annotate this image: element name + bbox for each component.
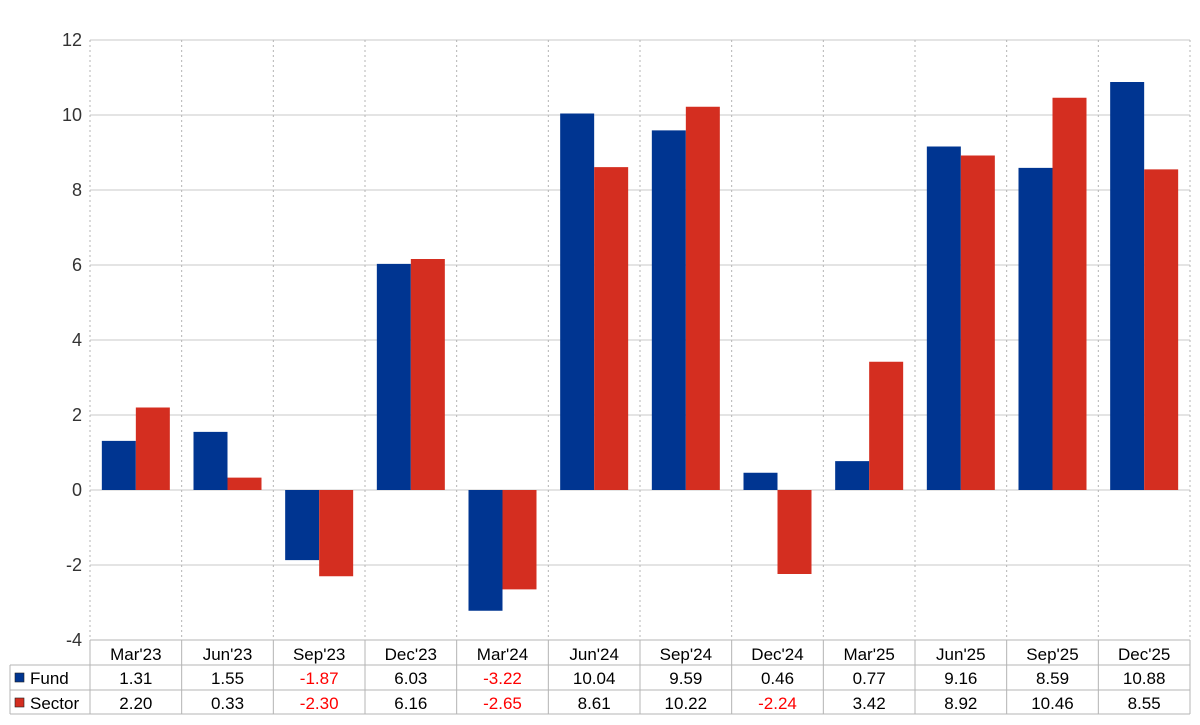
data-label: 9.59 — [669, 669, 702, 688]
x-tick-label: Mar'23 — [110, 645, 161, 664]
bar-sector — [685, 106, 720, 490]
bar-sector — [594, 167, 629, 490]
data-label: 1.55 — [211, 669, 244, 688]
bar-fund — [1110, 82, 1145, 490]
legend-swatch-sector — [14, 697, 25, 708]
y-tick-label: 12 — [62, 30, 82, 50]
data-label: -2.24 — [758, 694, 797, 713]
x-tick-label: Dec'24 — [751, 645, 803, 664]
bar-fund — [835, 461, 870, 490]
data-label: 3.42 — [853, 694, 886, 713]
bar-fund — [743, 472, 778, 490]
data-label: 10.46 — [1031, 694, 1074, 713]
bar-sector — [869, 361, 904, 490]
bar-sector — [410, 259, 445, 490]
x-tick-label: Mar'24 — [477, 645, 528, 664]
x-tick-label: Dec'25 — [1118, 645, 1170, 664]
data-label: 0.33 — [211, 694, 244, 713]
data-label: -2.65 — [483, 694, 522, 713]
data-label: 8.59 — [1036, 669, 1069, 688]
x-tick-label: Jun'23 — [203, 645, 253, 664]
y-tick-label: 0 — [72, 480, 82, 500]
data-label: -3.22 — [483, 669, 522, 688]
data-label: 10.22 — [665, 694, 708, 713]
bar-sector — [1144, 169, 1179, 490]
bar-fund — [193, 431, 228, 490]
legend-label-sector: Sector — [30, 694, 79, 713]
y-tick-label: 6 — [72, 255, 82, 275]
data-label: 8.61 — [578, 694, 611, 713]
x-tick-label: Sep'24 — [660, 645, 712, 664]
bar-fund — [560, 113, 595, 490]
x-tick-label: Sep'23 — [293, 645, 345, 664]
bar-fund — [651, 130, 686, 490]
y-tick-label: 2 — [72, 405, 82, 425]
data-label: 6.03 — [394, 669, 427, 688]
x-tick-label: Jun'25 — [936, 645, 986, 664]
y-tick-label: 10 — [62, 105, 82, 125]
y-tick-label: 8 — [72, 180, 82, 200]
bar-sector — [135, 407, 170, 490]
bar-sector — [319, 490, 354, 577]
bar-fund — [468, 490, 503, 611]
data-label: 1.31 — [119, 669, 152, 688]
bar-fund — [285, 490, 320, 561]
data-label: 0.77 — [853, 669, 886, 688]
y-tick-label: -4 — [66, 630, 82, 650]
bar-fund — [1018, 167, 1053, 490]
x-tick-label: Sep'25 — [1026, 645, 1078, 664]
bar-sector — [1052, 97, 1087, 490]
x-tick-label: Dec'23 — [385, 645, 437, 664]
bar-fund — [926, 146, 961, 490]
data-label: 10.88 — [1123, 669, 1166, 688]
bar-sector — [777, 490, 812, 574]
data-label: -1.87 — [300, 669, 339, 688]
bar-sector — [960, 155, 995, 490]
legend-swatch-fund — [14, 672, 25, 683]
y-tick-label: -2 — [66, 555, 82, 575]
bar-sector — [227, 477, 262, 490]
legend-label-fund: Fund — [30, 669, 69, 688]
bar-fund — [101, 440, 136, 490]
bar-sector — [502, 490, 537, 590]
y-tick-label: 4 — [72, 330, 82, 350]
x-tick-label: Jun'24 — [569, 645, 619, 664]
data-label: 6.16 — [394, 694, 427, 713]
data-label: -2.30 — [300, 694, 339, 713]
data-label: 8.92 — [944, 694, 977, 713]
bar-fund — [376, 263, 411, 490]
data-label: 9.16 — [944, 669, 977, 688]
data-label: 8.55 — [1128, 694, 1161, 713]
data-label: 2.20 — [119, 694, 152, 713]
data-label: 0.46 — [761, 669, 794, 688]
data-label: 10.04 — [573, 669, 616, 688]
x-tick-label: Mar'25 — [843, 645, 894, 664]
